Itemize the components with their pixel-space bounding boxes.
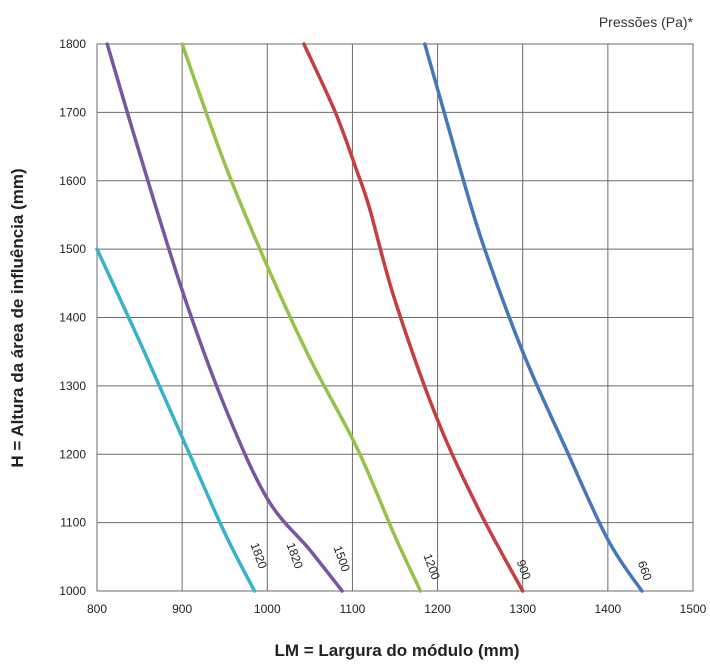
x-tick-label: 1000 xyxy=(254,602,281,616)
x-axis-title: LM = Largura do módulo (mm) xyxy=(274,641,519,660)
y-axis-title: H = Altura da área de influência (mm) xyxy=(8,168,27,467)
curve-label: 660 xyxy=(635,559,655,583)
y-tick-label: 1400 xyxy=(59,311,86,325)
y-tick-label: 1600 xyxy=(59,174,86,188)
y-tick-label: 1500 xyxy=(59,242,86,256)
ticks-layer: 800 900 1000 1100 1200 1300 1400 1500 1000 1100 12… xyxy=(59,37,706,616)
y-tick-label: 1100 xyxy=(60,516,86,530)
series-line-1 xyxy=(95,247,257,593)
x-tick-label: 1100 xyxy=(340,602,366,616)
series-line-2 xyxy=(105,42,344,593)
y-tick-label: 1700 xyxy=(59,105,86,119)
y-tick-label: 1000 xyxy=(59,584,86,598)
curve-label: 1500 xyxy=(331,544,353,574)
x-tick-label: 1200 xyxy=(424,602,451,616)
legend-title: Pressões (Pa)* xyxy=(599,14,694,30)
grid-layer xyxy=(96,43,694,592)
curve-label: 1820 xyxy=(284,541,306,571)
curve-label: 1820 xyxy=(248,541,270,571)
x-tick-label: 800 xyxy=(87,602,107,616)
y-tick-label: 1200 xyxy=(59,447,86,461)
curve-label: 900 xyxy=(514,558,534,582)
series-line-3 xyxy=(180,42,423,593)
x-tick-label: 1400 xyxy=(595,602,622,616)
plot-frame xyxy=(96,43,694,592)
curves-layer xyxy=(95,42,644,593)
series-line-5 xyxy=(423,42,644,593)
y-tick-label: 1800 xyxy=(59,37,86,51)
series-line-4 xyxy=(302,42,525,593)
x-tick-label: 1500 xyxy=(680,602,707,616)
x-tick-label: 900 xyxy=(172,602,192,616)
curve-label: 1200 xyxy=(421,552,443,582)
x-tick-label: 1300 xyxy=(509,602,536,616)
y-tick-label: 1300 xyxy=(59,379,86,393)
